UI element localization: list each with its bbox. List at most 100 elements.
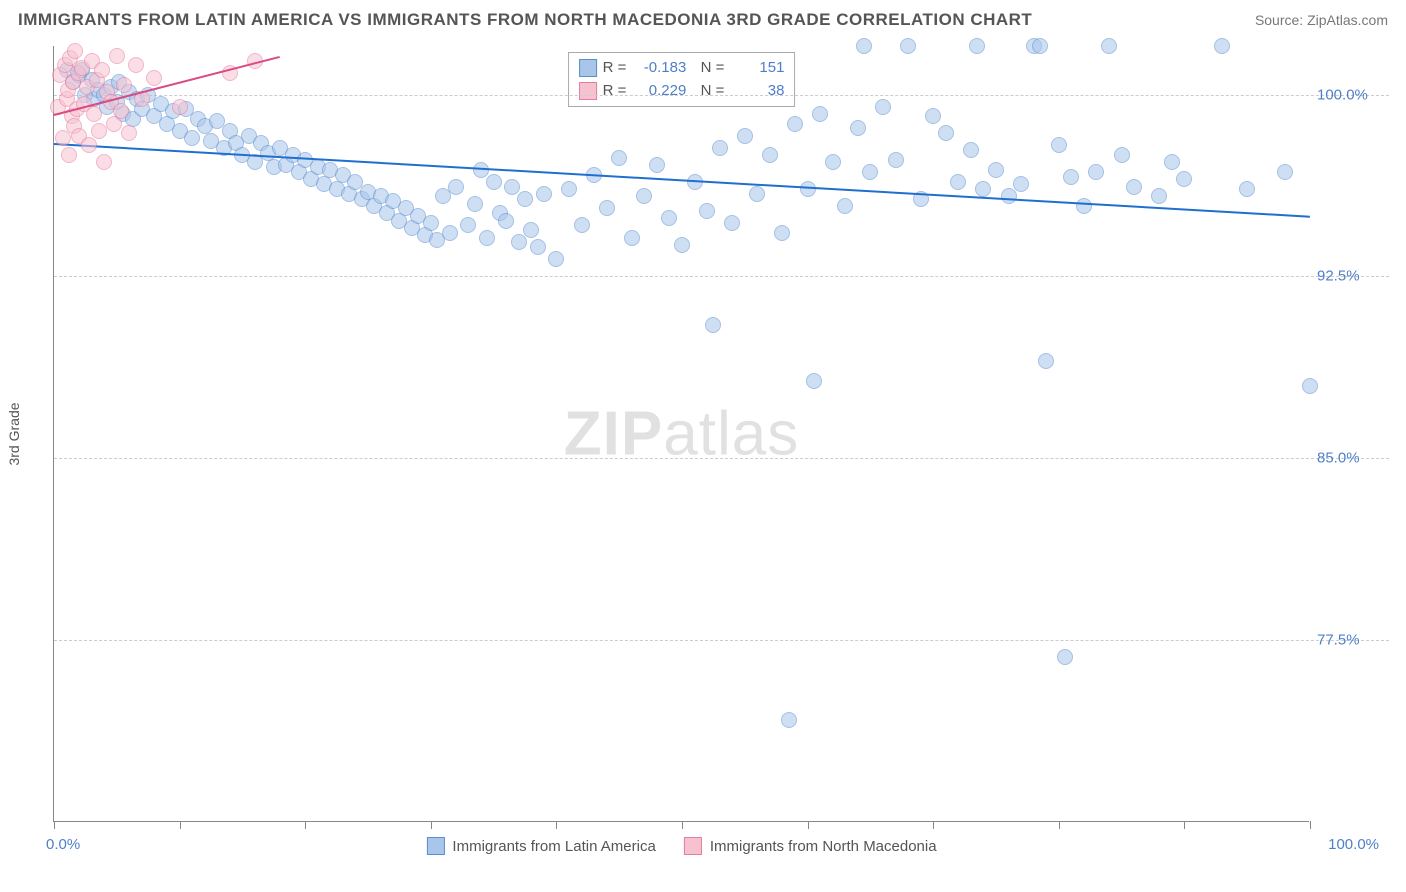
xaxis-label-min: 0.0% [46,836,80,853]
data-point [988,162,1004,178]
data-point [599,200,615,216]
plot-wrap: ZIPatlas 3rd Grade R = -0.183 N = 151 R … [53,46,1309,822]
xtick [180,821,181,829]
data-point [705,317,721,333]
data-point [574,217,590,233]
data-point [91,123,107,139]
title-bar: IMMIGRANTS FROM LATIN AMERICA VS IMMIGRA… [0,0,1406,36]
data-point [900,38,916,54]
data-point [128,57,144,73]
data-point [1214,38,1230,54]
data-point [172,99,188,115]
data-point [96,154,112,170]
gridline [54,458,1389,459]
data-point [1051,137,1067,153]
correlation-legend: R = -0.183 N = 151 R = 0.229 N = 38 [568,52,796,107]
data-point [113,103,129,119]
ytick-label: 77.5% [1317,632,1397,649]
data-point [504,179,520,195]
data-point [86,106,102,122]
bottom-legend: Immigrants from Latin America Immigrants… [426,837,936,855]
legend-item-0: Immigrants from Latin America [426,837,655,855]
data-point [442,225,458,241]
corr-swatch-0 [579,59,597,77]
yaxis-title: 3rd Grade [6,402,22,465]
data-point [1057,649,1073,665]
data-point [963,142,979,158]
data-point [479,230,495,246]
ytick-label: 85.0% [1317,450,1397,467]
data-point [812,106,828,122]
chart-title: IMMIGRANTS FROM LATIN AMERICA VS IMMIGRA… [18,10,1032,30]
data-point [94,62,110,78]
legend-swatch-0 [426,837,444,855]
data-point [925,108,941,124]
xtick [305,821,306,829]
data-point [1032,38,1048,54]
data-point [749,186,765,202]
data-point [837,198,853,214]
data-point [938,125,954,141]
ytick-label: 100.0% [1317,86,1397,103]
data-point [423,215,439,231]
data-point [1013,176,1029,192]
corr-row-0: R = -0.183 N = 151 [579,57,785,80]
data-point [146,70,162,86]
data-point [825,154,841,170]
data-point [1114,147,1130,163]
xtick [933,821,934,829]
gridline [54,95,1389,96]
data-point [699,203,715,219]
data-point [781,712,797,728]
data-point [116,77,132,93]
data-point [121,125,137,141]
data-point [661,210,677,226]
gridline [54,640,1389,641]
data-point [530,239,546,255]
data-point [1038,353,1054,369]
data-point [561,181,577,197]
data-point [81,137,97,153]
data-point [184,130,200,146]
data-point [1001,188,1017,204]
data-point [1302,378,1318,394]
xtick [808,821,809,829]
data-point [875,99,891,115]
data-point [1176,171,1192,187]
data-point [55,130,71,146]
data-point [467,196,483,212]
corr-row-1: R = 0.229 N = 38 [579,80,785,103]
data-point [862,164,878,180]
ytick-label: 92.5% [1317,268,1397,285]
data-point [774,225,790,241]
xtick [1059,821,1060,829]
data-point [1151,188,1167,204]
data-point [486,174,502,190]
corr-swatch-1 [579,82,597,100]
xtick [682,821,683,829]
legend-label-0: Immigrants from Latin America [452,838,655,855]
data-point [517,191,533,207]
data-point [800,181,816,197]
data-point [1076,198,1092,214]
data-point [969,38,985,54]
data-point [737,128,753,144]
data-point [1239,181,1255,197]
data-point [850,120,866,136]
data-point [1101,38,1117,54]
data-point [1063,169,1079,185]
data-point [1126,179,1142,195]
legend-swatch-1 [684,837,702,855]
data-point [536,186,552,202]
legend-label-1: Immigrants from North Macedonia [710,838,937,855]
data-point [624,230,640,246]
data-point [636,188,652,204]
data-point [1277,164,1293,180]
data-point [548,251,564,267]
xtick [54,821,55,829]
data-point [460,217,476,233]
data-point [950,174,966,190]
plot-area: ZIPatlas 3rd Grade R = -0.183 N = 151 R … [53,46,1309,822]
gridline [54,276,1389,277]
data-point [1088,164,1104,180]
